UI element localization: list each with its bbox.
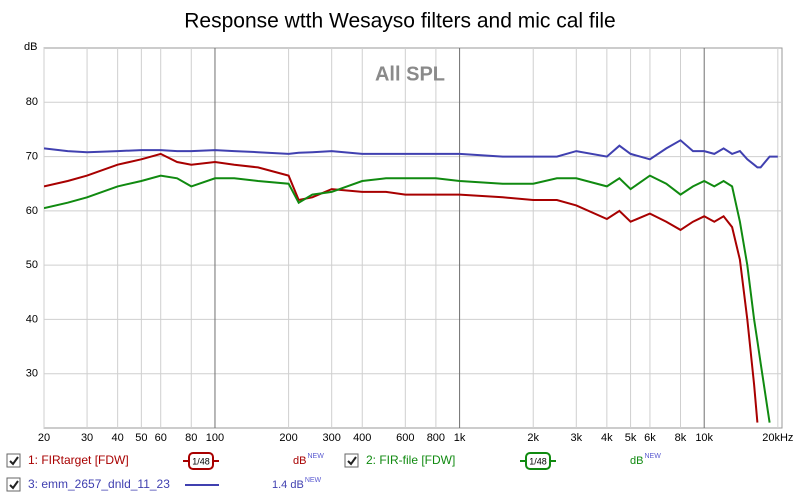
smoothing-box[interactable] bbox=[188, 452, 214, 470]
offset-label: dB bbox=[293, 455, 306, 467]
x-tick-label: 6k bbox=[644, 432, 656, 444]
plot-background bbox=[43, 47, 783, 429]
x-tick-label: 60 bbox=[155, 432, 167, 444]
x-tick-label: 80 bbox=[185, 432, 197, 444]
x-tick-label: 8k bbox=[675, 432, 687, 444]
x-tick-label: 20kHz bbox=[762, 432, 793, 444]
series-line bbox=[44, 152, 759, 423]
y-tick-label: 60 bbox=[26, 205, 38, 217]
y-tick-label: 30 bbox=[26, 368, 38, 380]
x-tick-label: 600 bbox=[396, 432, 414, 444]
x-tick-label: 400 bbox=[353, 432, 371, 444]
x-tick-label: 40 bbox=[112, 432, 124, 444]
legend: 1: FIRtarget [FDW] 1/48 dB NEW 2: FIR-file [… bbox=[6, 452, 661, 492]
x-tick-label: 800 bbox=[427, 432, 445, 444]
offset-badge: NEW bbox=[305, 477, 322, 484]
series-line bbox=[44, 174, 771, 423]
y-tick-label: 80 bbox=[26, 96, 38, 108]
chart-title: Response wtth Wesayso filters and mic ca… bbox=[184, 10, 615, 33]
y-tick-label: 40 bbox=[26, 313, 38, 325]
offset-label: 1.4 dB bbox=[272, 479, 304, 491]
smoothing-label: 1/48 bbox=[529, 456, 547, 466]
x-tick-label: 4k bbox=[601, 432, 613, 444]
offset-label: dB bbox=[630, 455, 643, 467]
plot-area: All SPL bbox=[43, 47, 783, 429]
x-tick-label: 30 bbox=[81, 432, 93, 444]
x-tick-label: 300 bbox=[323, 432, 341, 444]
offset-badge: NEW bbox=[307, 453, 324, 460]
checkbox[interactable] bbox=[6, 477, 21, 492]
smoothing-label: 1/48 bbox=[192, 456, 210, 466]
annotation: All SPL bbox=[375, 63, 445, 85]
offset-badge: NEW bbox=[644, 453, 661, 460]
x-tick-label: 1k bbox=[454, 432, 466, 444]
x-tick-label: 50 bbox=[135, 432, 147, 444]
x-tick-label: 100 bbox=[206, 432, 224, 444]
smoothing-box[interactable] bbox=[525, 452, 551, 470]
legend-label: 3: emm_2657_dnld_11_23 bbox=[28, 477, 170, 491]
checkbox[interactable] bbox=[6, 453, 21, 468]
x-tick-label: 3k bbox=[570, 432, 582, 444]
checkmark bbox=[9, 480, 19, 490]
series-line bbox=[44, 139, 778, 169]
x-tick-label: 200 bbox=[279, 432, 297, 444]
x-tick-label: 20 bbox=[38, 432, 50, 444]
checkbox[interactable] bbox=[344, 453, 359, 468]
checkmark bbox=[9, 456, 19, 466]
y-tick-label: 50 bbox=[26, 259, 38, 271]
x-tick-label: 2k bbox=[527, 432, 539, 444]
y-axis-label: dB bbox=[24, 41, 37, 53]
x-tick-label: 10k bbox=[695, 432, 713, 444]
legend-label: 2: FIR-file [FDW] bbox=[366, 453, 455, 467]
y-tick-label: 70 bbox=[26, 150, 38, 162]
legend-label: 1: FIRtarget [FDW] bbox=[28, 453, 129, 467]
x-tick-label: 5k bbox=[625, 432, 637, 444]
checkmark bbox=[347, 456, 357, 466]
